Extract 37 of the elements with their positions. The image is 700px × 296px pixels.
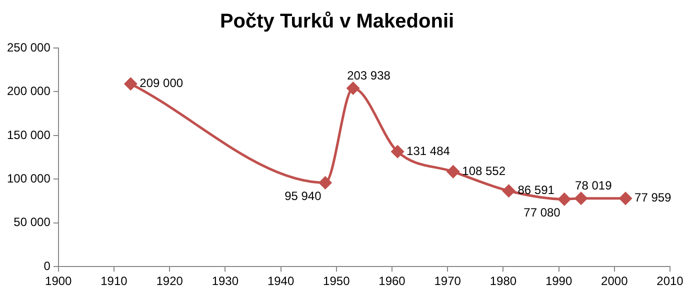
- chart-title: Počty Turků v Makedonii: [220, 10, 454, 33]
- data-label: 131 484: [406, 144, 450, 158]
- point: [124, 78, 137, 90]
- data-label: 86 591: [518, 183, 555, 198]
- x-tick-label: 1960: [378, 274, 406, 288]
- point: [619, 192, 632, 205]
- point: [574, 192, 588, 205]
- x-tick-label: 1940: [267, 274, 294, 288]
- data-label: 78 019: [575, 178, 612, 193]
- point: [319, 176, 332, 189]
- data-label: 203 938: [347, 68, 391, 83]
- x-tick-label: 1900: [45, 274, 72, 288]
- x-tick-label: 1920: [156, 274, 184, 288]
- point: [391, 145, 404, 158]
- y-tick-label: 100 000: [6, 171, 51, 186]
- data-label: 209 000: [140, 76, 184, 90]
- data-label: 77 080: [524, 206, 561, 220]
- x-tick-label: 1930: [212, 274, 239, 288]
- point: [558, 192, 571, 206]
- x-tick-label: 1990: [545, 274, 572, 288]
- x-tick-label: 2010: [656, 274, 684, 288]
- data-label: 108 552: [462, 164, 506, 178]
- y-tick-label: 150 000: [6, 128, 51, 142]
- point: [446, 165, 460, 178]
- y-tick-label: 250 000: [6, 40, 51, 54]
- data-label: 95 940: [284, 189, 322, 204]
- y-tick-label: 200 000: [6, 84, 51, 98]
- point: [346, 82, 360, 95]
- x-tick-label: 1980: [490, 274, 517, 288]
- point: [502, 184, 516, 198]
- x-tick-label: 1910: [100, 274, 128, 288]
- y-tick-label: 50 000: [14, 215, 51, 230]
- x-tick-label: 2000: [601, 274, 628, 288]
- y-tick-label: 0: [44, 258, 51, 273]
- data-label: 77 959: [634, 190, 672, 205]
- x-tick-label: 1950: [323, 274, 350, 288]
- x-tick-label: 1970: [434, 274, 462, 288]
